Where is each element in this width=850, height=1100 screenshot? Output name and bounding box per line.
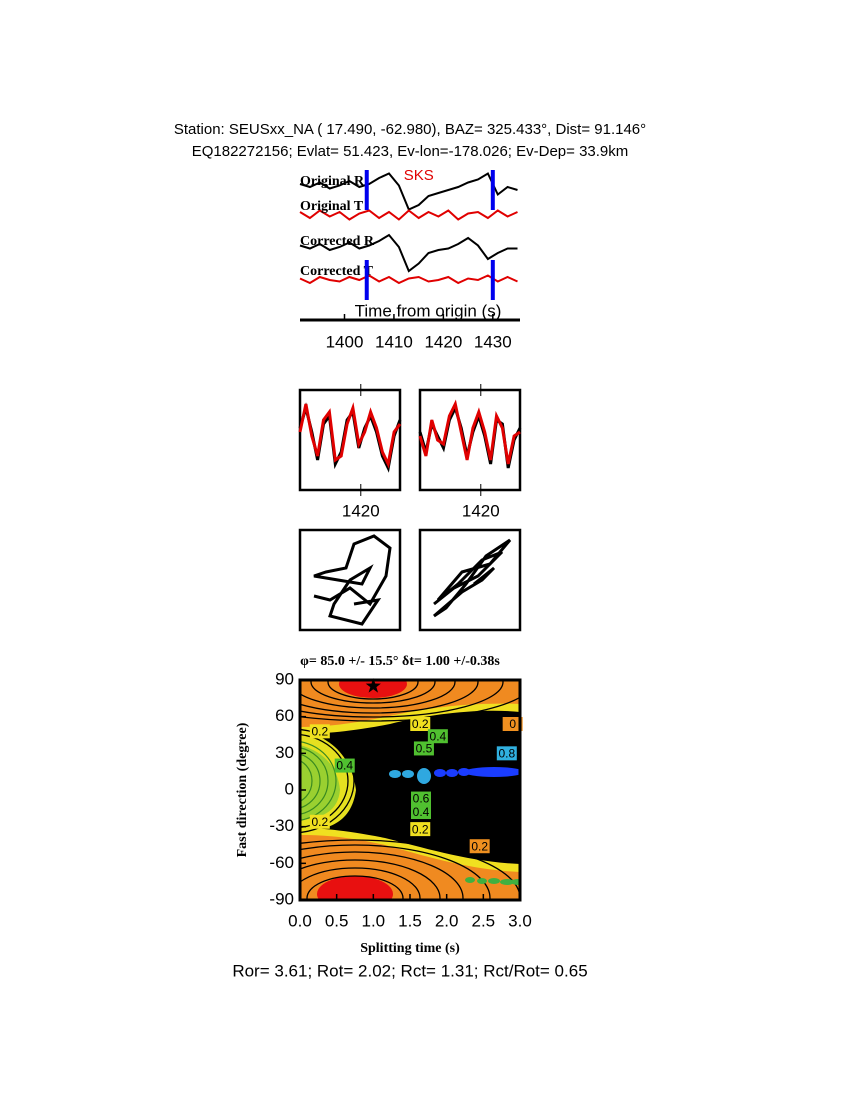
contour-label-box	[413, 741, 434, 756]
y-tick-label: -90	[269, 889, 294, 908]
best-fit-star	[365, 678, 381, 693]
x-tick-label: 1.0	[362, 911, 386, 930]
y-tick-label: 30	[275, 743, 294, 762]
trace	[299, 233, 518, 273]
contour-label-box	[469, 839, 490, 854]
x-tick-label: 3.0	[508, 911, 532, 930]
trace-label: Corrected R	[300, 234, 375, 249]
contour-label-box	[411, 791, 431, 806]
header-line: Station: SEUSxx_NA ( 17.490, -62.980), B…	[174, 121, 646, 138]
contour-label: 0.8	[498, 747, 515, 761]
trace-label: Corrected T	[300, 264, 374, 279]
x-tick-label: 1420	[424, 332, 462, 351]
x-tick-label: 1420	[342, 501, 380, 520]
x-tick-label: 1410	[375, 332, 413, 351]
contour-label: 0.6	[413, 792, 430, 806]
contour-label: 0.4	[413, 805, 430, 819]
panel-frame	[298, 388, 402, 492]
y-tick-label: 0	[285, 779, 294, 798]
contour-label-box	[309, 724, 330, 739]
panel-frame	[298, 528, 402, 632]
contour-label: 0.5	[416, 742, 433, 756]
trace	[299, 209, 518, 221]
contour-label-box	[309, 814, 330, 829]
contour-label-box	[502, 717, 523, 731]
contour-label-box	[410, 822, 431, 837]
contour-label: 0.2	[412, 717, 429, 731]
contour-label: 0.4	[430, 729, 447, 743]
contour-label-box	[427, 729, 448, 744]
contour-label: 0.2	[412, 822, 429, 836]
footer-stats: Ror= 3.61; Rot= 2.02; Rct= 1.31; Rct/Rot…	[232, 961, 587, 980]
contour-label-box	[411, 805, 431, 819]
y-tick-label: 60	[275, 706, 294, 725]
x-tick-label: 1420	[462, 501, 500, 520]
panel-frame	[418, 528, 522, 632]
y-axis-label: Fast direction (degree)	[235, 722, 250, 857]
trace-label: Original T	[300, 199, 364, 214]
trace	[299, 274, 518, 285]
contour-label: 0	[509, 717, 516, 731]
x-axis-label: Splitting time (s)	[360, 941, 460, 956]
trace-label: Original R	[300, 174, 365, 189]
contour-label-box	[334, 758, 355, 773]
contour-label-box	[496, 746, 517, 761]
trace	[298, 402, 402, 469]
x-axis-label: Time from origin (s)	[355, 301, 502, 320]
x-tick-label: 1400	[326, 332, 364, 351]
x-tick-label: 2.5	[472, 911, 496, 930]
trace	[433, 538, 512, 618]
header-line: EQ182272156; Evlat= 51.423, Ev-lon=-178.…	[192, 143, 629, 160]
phase-label: SKS	[404, 167, 434, 184]
contour-label: 0.2	[311, 725, 328, 739]
misfit-surface	[300, 680, 520, 900]
x-tick-label: 0.0	[288, 911, 312, 930]
trace	[418, 399, 521, 465]
y-tick-label: 90	[275, 669, 294, 688]
x-tick-label: 0.5	[325, 911, 349, 930]
contour-label: 0.2	[471, 839, 488, 853]
contour-label: 0.4	[336, 759, 353, 773]
chart-title: φ= 85.0 +/- 15.5° δt= 1.00 +/-0.38s	[300, 654, 500, 669]
trace	[313, 534, 392, 626]
x-tick-label: 1.5	[398, 911, 422, 930]
x-tick-label: 2.0	[435, 911, 459, 930]
x-tick-label: 1430	[474, 332, 512, 351]
contour-label: 0.2	[311, 815, 328, 829]
y-tick-label: -30	[269, 816, 294, 835]
contour-label-box	[410, 717, 431, 731]
y-tick-label: -60	[269, 853, 294, 872]
